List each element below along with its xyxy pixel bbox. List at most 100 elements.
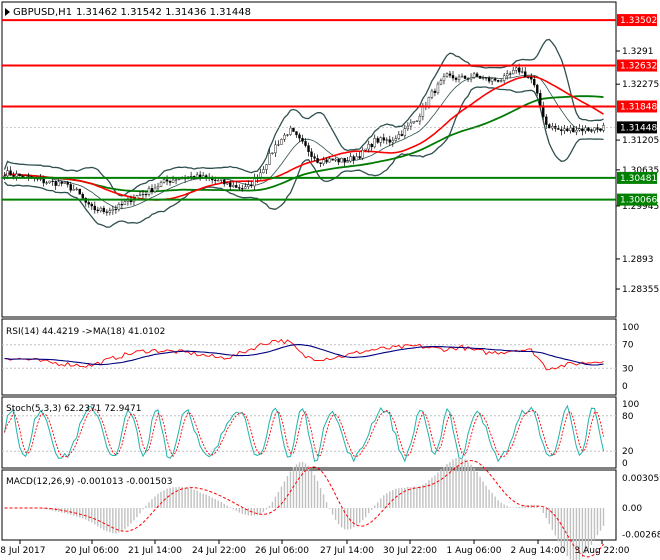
candle-body [232, 185, 235, 187]
candle-body [6, 170, 9, 177]
level-price-label: 1.32632 [620, 62, 657, 72]
candle-body [430, 90, 434, 98]
candle-body [587, 127, 590, 131]
price-tick-label: 1.32275 [622, 80, 659, 90]
time-tick-label: 18 Jul 2017 [0, 546, 45, 556]
candle-body [599, 128, 602, 131]
candle-body [328, 158, 331, 163]
candle-body [69, 184, 72, 191]
time-tick-label: 21 Jul 14:00 [128, 546, 182, 556]
candle-body [572, 127, 575, 133]
candle-body [548, 124, 551, 129]
candle-body [298, 134, 301, 139]
header-arrow-icon [5, 8, 10, 16]
candle-body [590, 130, 593, 132]
candle-body [63, 181, 66, 184]
candle-body [310, 151, 313, 157]
price-tick-label: 1.28355 [622, 285, 659, 295]
candle-body [346, 160, 349, 163]
candle-body [376, 138, 379, 143]
candle-body [159, 182, 163, 187]
stoch-main-line [4, 404, 604, 463]
candle-body [117, 204, 121, 210]
axis-layer: 1.3291 1.32275 1.31205 1.30635 1.29945 1.2893… [0, 14, 660, 556]
rsi-tick-label: 30 [622, 364, 634, 374]
candle-body [168, 181, 172, 183]
candle-body [602, 125, 605, 131]
candle-body [451, 75, 455, 79]
candle-body [466, 78, 470, 80]
time-tick-label: 30 Jul 22:00 [383, 546, 437, 556]
price-tick-label: 1.31205 [622, 136, 659, 146]
candle-body [292, 127, 295, 132]
candle-body [499, 80, 503, 82]
candle-body [271, 152, 274, 154]
candle-body [114, 208, 118, 211]
candle-body [111, 208, 115, 211]
candle-body [105, 211, 109, 213]
stoch-title: Stoch(5,3,3) 62.2371 72.9471 [6, 404, 141, 414]
candle-body [244, 186, 247, 189]
candle-body [78, 188, 81, 195]
ma-green-line [3, 95, 604, 193]
candle-body [277, 144, 280, 146]
level-price-tag [617, 14, 657, 27]
macd-tick-label: 0.003059 [622, 474, 660, 484]
candle-body [18, 173, 21, 177]
candle-body [241, 188, 244, 190]
candle-body [469, 77, 473, 80]
candle-body [81, 194, 84, 199]
candle-body [54, 181, 57, 186]
candle-body [481, 77, 485, 79]
candle-body [138, 194, 142, 196]
candle-body [379, 137, 382, 143]
candle-body [596, 127, 599, 129]
candle-body [385, 139, 388, 141]
macd-tick-label: 0.00 [622, 504, 642, 514]
candle-body [214, 179, 217, 181]
candle-body [367, 144, 370, 150]
bollinger-lower-band [4, 86, 604, 228]
level-price-tag [617, 100, 657, 113]
candle-body [502, 75, 506, 81]
candle-body [331, 158, 334, 161]
current-price-tag [617, 121, 657, 134]
candle-body [415, 120, 419, 122]
candle-body [90, 203, 93, 207]
candle-body [569, 127, 572, 132]
stoch-tick-label: 80 [622, 412, 634, 422]
candle-body [457, 76, 461, 80]
candle-body [177, 178, 181, 181]
candle-body [217, 180, 220, 182]
candle-body [334, 158, 337, 161]
candle-body [439, 80, 443, 85]
candle-body [153, 187, 157, 193]
candle-body [15, 173, 18, 177]
time-tick-label: 2 Aug 14:00 [511, 546, 566, 556]
candle-body [475, 73, 479, 77]
macd-signal-line [4, 460, 604, 558]
price-tick-label: 1.30635 [622, 166, 659, 176]
candle-body [478, 76, 482, 79]
candle-body [45, 182, 48, 184]
candle-body [394, 138, 398, 141]
candle-body [575, 129, 578, 133]
candle-body [418, 116, 422, 122]
candle-body [162, 179, 166, 183]
candle-body [102, 207, 106, 213]
candle-body [147, 188, 151, 195]
rsi-tick-label: 100 [622, 323, 639, 333]
stoch-tick-label: 20 [622, 447, 634, 457]
candle-body [189, 176, 193, 178]
candle-body [268, 153, 271, 165]
candle-body [27, 175, 30, 177]
time-tick-label: 1 Aug 06:00 [447, 546, 502, 556]
ma-red-line [3, 75, 604, 201]
candle-body [229, 182, 232, 187]
candle-body [57, 181, 60, 186]
candle-body [527, 76, 530, 79]
candle-body [454, 77, 458, 80]
candle-body [370, 144, 373, 148]
candle-body [72, 189, 75, 191]
